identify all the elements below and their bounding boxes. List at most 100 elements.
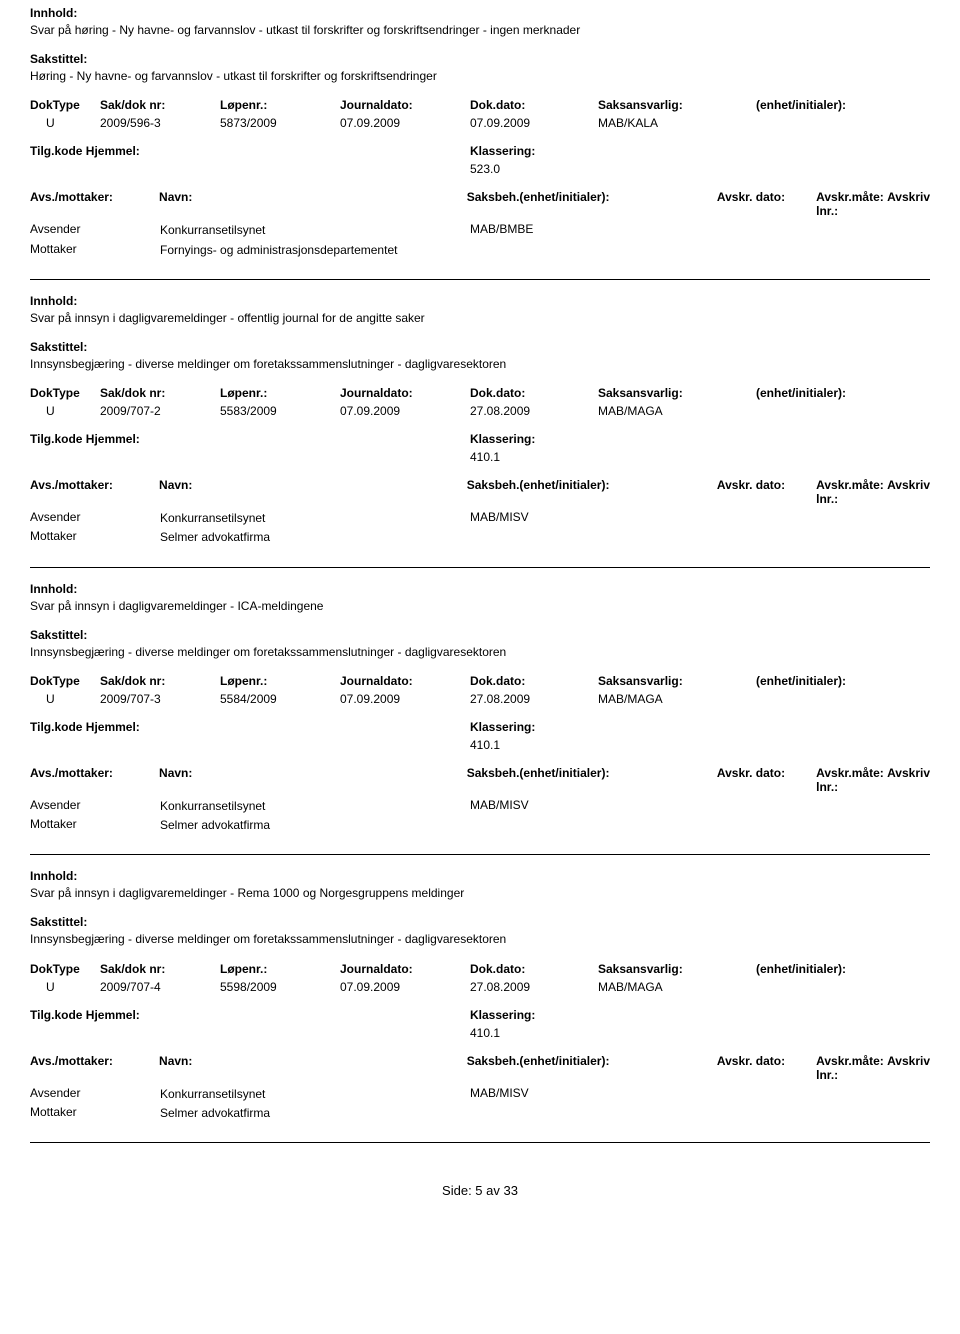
- dokdato-header: Dok.dato:: [470, 386, 598, 400]
- saksansvarlig-header: Saksansvarlig:: [598, 386, 756, 400]
- dokdato-value: 27.08.2009: [470, 980, 598, 994]
- sakdok-value: 2009/707-4: [100, 980, 220, 994]
- meta-header-row: DokType Sak/dok nr: Løpenr.: Journaldato…: [30, 674, 930, 688]
- dokdato-value: 27.08.2009: [470, 404, 598, 418]
- sakstittel-text: Innsynsbegjæring - diverse meldinger om …: [30, 931, 930, 947]
- journaldato-header: Journaldato:: [340, 386, 470, 400]
- lopenr-header: Løpenr.:: [220, 386, 340, 400]
- lopenr-value: 5873/2009: [220, 116, 340, 130]
- avsmottaker-label: Avs./mottaker:: [30, 1054, 159, 1082]
- journal-record: Innhold: Svar på innsyn i dagligvaremeld…: [30, 869, 930, 1142]
- navn-label: Navn:: [159, 190, 467, 218]
- saksbeh-label: Saksbeh.(enhet/initialer):: [467, 478, 717, 506]
- journaldato-value: 07.09.2009: [340, 980, 470, 994]
- saksansvarlig-header: Saksansvarlig:: [598, 674, 756, 688]
- tilgkode-label: Tilg.kode Hjemmel:: [30, 432, 160, 446]
- party-row: Mottaker Selmer advokatfirma: [30, 817, 930, 833]
- sakdok-header: Sak/dok nr:: [100, 962, 220, 976]
- klassering-value-row: 523.0: [30, 162, 930, 176]
- lopenr-value: 5584/2009: [220, 692, 340, 706]
- sakstittel-label: Sakstittel:: [30, 915, 930, 929]
- meta-header-row: DokType Sak/dok nr: Løpenr.: Journaldato…: [30, 962, 930, 976]
- tilgkode-value: [160, 432, 470, 446]
- enhet-header: (enhet/initialer):: [756, 674, 930, 688]
- tilg-klass-row: Tilg.kode Hjemmel: Klassering:: [30, 720, 930, 734]
- records-container: Innhold: Svar på høring - Ny havne- og f…: [30, 6, 930, 1143]
- party-header-row: Avs./mottaker: Navn: Saksbeh.(enhet/init…: [30, 478, 930, 506]
- party-role: Mottaker: [30, 242, 160, 258]
- party-name: Konkurransetilsynet: [160, 1086, 470, 1102]
- party-role: Avsender: [30, 510, 160, 526]
- klassering-value: 410.1: [470, 450, 500, 464]
- journal-record: Innhold: Svar på innsyn i dagligvaremeld…: [30, 294, 930, 567]
- sakstittel-label: Sakstittel:: [30, 340, 930, 354]
- journaldato-header: Journaldato:: [340, 674, 470, 688]
- avsmottaker-label: Avs./mottaker:: [30, 190, 159, 218]
- saksansvarlig-value: MAB/MAGA: [598, 692, 756, 706]
- avskrmate-label: Avskr.måte: Avskriv lnr.:: [816, 766, 930, 794]
- record-divider: [30, 567, 930, 568]
- saksbeh-label: Saksbeh.(enhet/initialer):: [467, 766, 717, 794]
- meta-value-row: U 2009/707-3 5584/2009 07.09.2009 27.08.…: [30, 692, 930, 706]
- klassering-label: Klassering:: [470, 144, 535, 158]
- tilg-klass-row: Tilg.kode Hjemmel: Klassering:: [30, 432, 930, 446]
- innhold-label: Innhold:: [30, 582, 930, 596]
- party-row: Mottaker Fornyings- og administrasjonsde…: [30, 242, 930, 258]
- innhold-text: Svar på høring - Ny havne- og farvannslo…: [30, 22, 930, 38]
- party-row: Avsender Konkurransetilsynet MAB/MISV: [30, 798, 930, 814]
- saksbeh-label: Saksbeh.(enhet/initialer):: [467, 1054, 717, 1082]
- doktype-value: U: [30, 404, 100, 418]
- klassering-value-row: 410.1: [30, 450, 930, 464]
- page-footer: Side: 5 av 33: [30, 1183, 930, 1198]
- journaldato-value: 07.09.2009: [340, 404, 470, 418]
- lopenr-header: Løpenr.:: [220, 674, 340, 688]
- tilgkode-label: Tilg.kode Hjemmel:: [30, 1008, 160, 1022]
- enhet-header: (enhet/initialer):: [756, 98, 930, 112]
- party-name: Fornyings- og administrasjonsdepartement…: [160, 242, 470, 258]
- party-role: Avsender: [30, 798, 160, 814]
- klassering-value: 410.1: [470, 1026, 500, 1040]
- lopenr-value: 5583/2009: [220, 404, 340, 418]
- saksansvarlig-value: MAB/MAGA: [598, 980, 756, 994]
- avskrdato-label: Avskr. dato:: [717, 190, 816, 218]
- klassering-value: 523.0: [470, 162, 500, 176]
- doktype-header: DokType: [30, 674, 100, 688]
- avskrdato-label: Avskr. dato:: [717, 1054, 816, 1082]
- klassering-label: Klassering:: [470, 432, 535, 446]
- enhet-value: [756, 116, 930, 130]
- avskrmate-label: Avskr.måte: Avskriv lnr.:: [816, 1054, 930, 1082]
- tilgkode-label: Tilg.kode Hjemmel:: [30, 144, 160, 158]
- party-row: Mottaker Selmer advokatfirma: [30, 1105, 930, 1121]
- enhet-header: (enhet/initialer):: [756, 386, 930, 400]
- enhet-value: [756, 980, 930, 994]
- tilg-klass-row: Tilg.kode Hjemmel: Klassering:: [30, 144, 930, 158]
- innhold-text: Svar på innsyn i dagligvaremeldinger - I…: [30, 598, 930, 614]
- journaldato-value: 07.09.2009: [340, 692, 470, 706]
- navn-label: Navn:: [159, 766, 467, 794]
- saksbeh-label: Saksbeh.(enhet/initialer):: [467, 190, 717, 218]
- party-name: Konkurransetilsynet: [160, 222, 470, 238]
- enhet-value: [756, 404, 930, 418]
- party-name: Konkurransetilsynet: [160, 510, 470, 526]
- sakstittel-label: Sakstittel:: [30, 628, 930, 642]
- doktype-value: U: [30, 116, 100, 130]
- doktype-header: DokType: [30, 98, 100, 112]
- record-divider: [30, 279, 930, 280]
- party-row: Avsender Konkurransetilsynet MAB/MISV: [30, 1086, 930, 1102]
- innhold-text: Svar på innsyn i dagligvaremeldinger - o…: [30, 310, 930, 326]
- party-row: Mottaker Selmer advokatfirma: [30, 529, 930, 545]
- tilgkode-value: [160, 144, 470, 158]
- meta-value-row: U 2009/707-4 5598/2009 07.09.2009 27.08.…: [30, 980, 930, 994]
- avsmottaker-label: Avs./mottaker:: [30, 478, 159, 506]
- sakdok-value: 2009/596-3: [100, 116, 220, 130]
- tilgkode-value: [160, 720, 470, 734]
- record-divider: [30, 1142, 930, 1143]
- sakstittel-text: Høring - Ny havne- og farvannslov - utka…: [30, 68, 930, 84]
- klassering-value: 410.1: [470, 738, 500, 752]
- avskrmate-label: Avskr.måte: Avskriv lnr.:: [816, 478, 930, 506]
- lopenr-header: Løpenr.:: [220, 98, 340, 112]
- saksansvarlig-header: Saksansvarlig:: [598, 962, 756, 976]
- journal-record: Innhold: Svar på innsyn i dagligvaremeld…: [30, 582, 930, 855]
- navn-label: Navn:: [159, 478, 467, 506]
- party-code: MAB/MISV: [470, 1086, 529, 1102]
